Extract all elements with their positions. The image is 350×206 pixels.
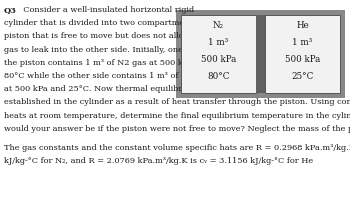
Text: cylinder that is divided into two compartments by a: cylinder that is divided into two compar… <box>4 19 217 27</box>
Bar <box>256 15 265 93</box>
Text: 80°C while the other side contains 1 m³ of He gas: 80°C while the other side contains 1 m³ … <box>4 72 210 80</box>
Text: 1 m³: 1 m³ <box>292 38 313 47</box>
Bar <box>176 10 345 98</box>
Text: heats at room temperature, determine the final equilibrium temperature in the cy: heats at room temperature, determine the… <box>4 112 350 120</box>
Text: the piston contains 1 m³ of N2 gas at 500 kPa and: the piston contains 1 m³ of N2 gas at 50… <box>4 59 211 67</box>
Text: 80°C: 80°C <box>207 72 230 81</box>
Text: 500 kPa: 500 kPa <box>285 55 320 64</box>
Text: gas to leak into the other side. Initially, one side of: gas to leak into the other side. Initial… <box>4 46 213 54</box>
Bar <box>181 15 256 93</box>
Text: The gas constants and the constant volume specific hats are R = 0.2968 kPa.m³/kg: The gas constants and the constant volum… <box>4 144 350 152</box>
Text: 1 m³: 1 m³ <box>208 38 229 47</box>
Text: 25°C: 25°C <box>291 72 314 81</box>
Text: Consider a well-insulated horizontal rigid: Consider a well-insulated horizontal rig… <box>18 6 194 14</box>
Text: kJ/kg-°C for N₂, and R = 2.0769 kPa.m³/kg.K is cᵥ = 3.1156 kJ/kg-°C for He: kJ/kg-°C for N₂, and R = 2.0769 kPa.m³/k… <box>4 157 313 165</box>
Text: would your answer be if the piston were not free to move? Neglect the mass of th: would your answer be if the piston were … <box>4 125 350 133</box>
Bar <box>265 15 340 93</box>
Text: at 500 kPa and 25°C. Now thermal equilibrium is: at 500 kPa and 25°C. Now thermal equilib… <box>4 85 207 93</box>
Text: established in the cylinder as a result of heat transfer through the piston. Usi: established in the cylinder as a result … <box>4 98 350 107</box>
Text: 500 kPa: 500 kPa <box>201 55 236 64</box>
Text: Q3: Q3 <box>4 6 17 14</box>
Text: He: He <box>296 21 309 30</box>
Text: piston that is free to move but does not allow either: piston that is free to move but does not… <box>4 32 218 40</box>
Text: N₂: N₂ <box>213 21 224 30</box>
